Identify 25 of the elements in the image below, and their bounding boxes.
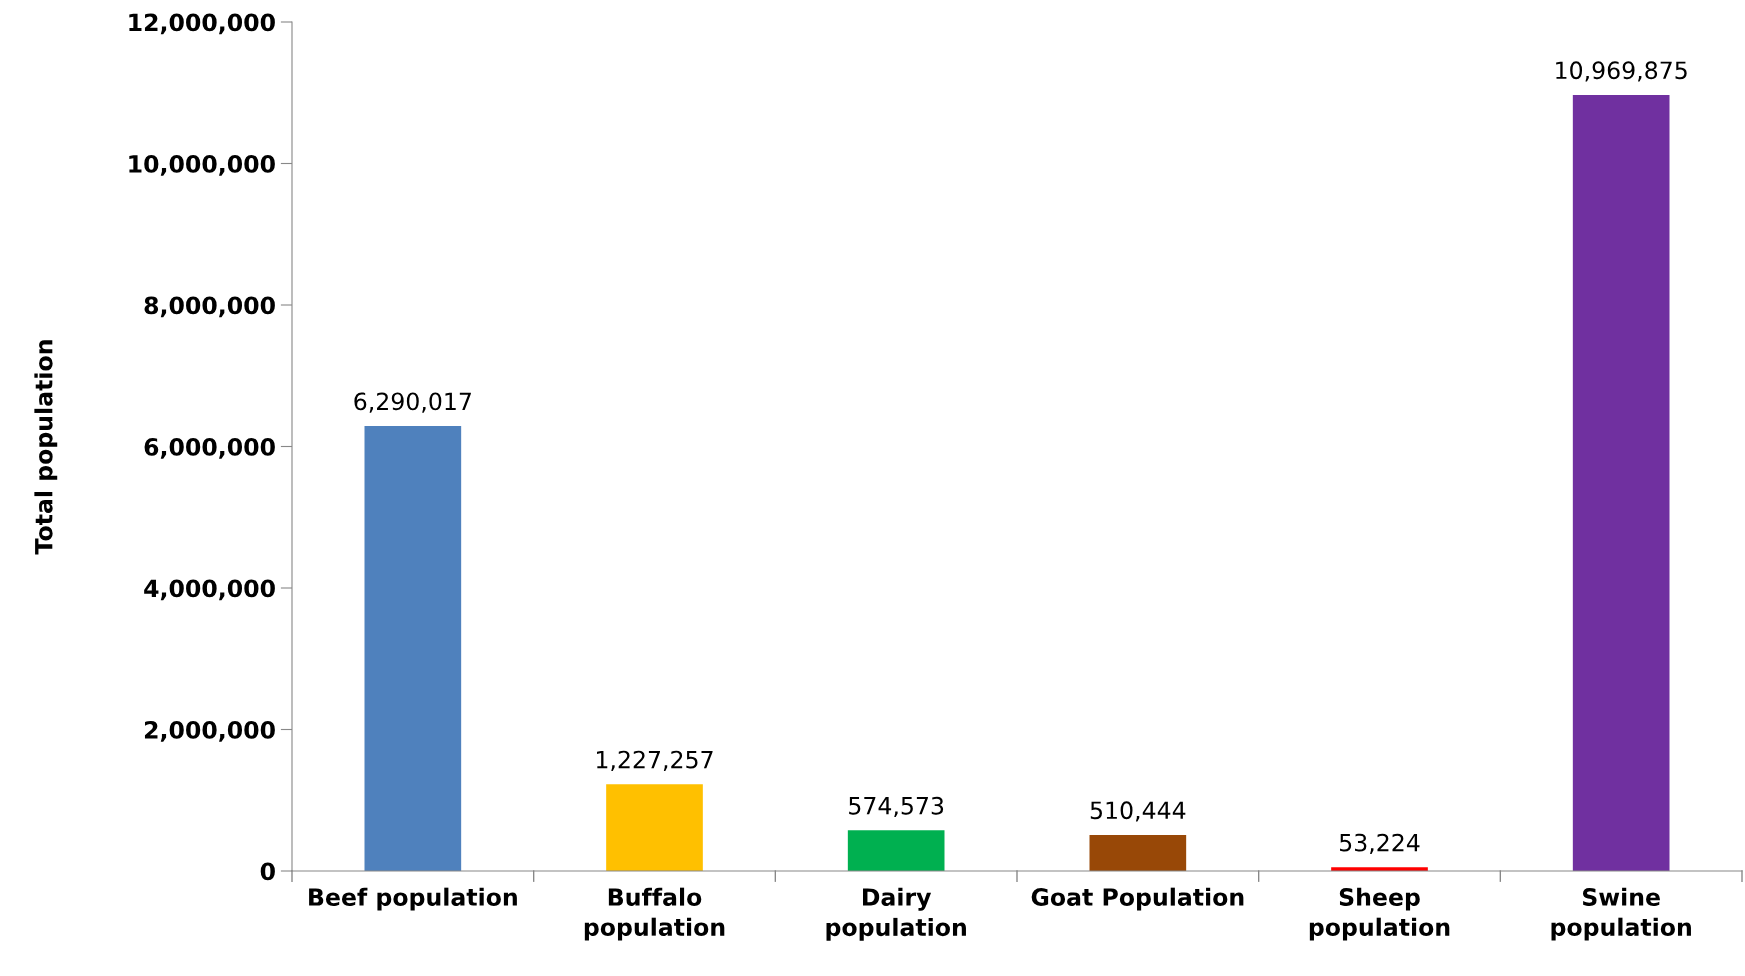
bar (1089, 834, 1187, 871)
bar (606, 784, 703, 871)
data-label: 10,969,875 (1556, 61, 1687, 82)
y-tick-label: 2,000,000 (144, 720, 275, 742)
y-tick-label: 0 (260, 862, 275, 881)
data-label: 574,573 (849, 796, 944, 818)
data-label: 1,227,257 (597, 750, 713, 771)
y-tick-label: 12,000,000 (129, 13, 275, 35)
y-tick-label: 10,000,000 (129, 154, 275, 176)
data-label: 510,444 (1090, 801, 1186, 822)
x-tick-label: Goat Population (1031, 887, 1244, 911)
x-tick-label: Dairy population (826, 887, 966, 941)
data-label: 6,290,017 (354, 392, 471, 413)
x-tick-label: Sheep population (1309, 887, 1450, 941)
bar (847, 830, 945, 871)
y-axis-title: Total population (34, 340, 58, 555)
y-tick-label: 4,000,000 (144, 579, 275, 601)
x-tick-label: Beef population (309, 887, 517, 911)
bar (364, 425, 462, 871)
x-tick-label: Buffalo population (584, 887, 725, 941)
bar (1572, 94, 1670, 871)
x-tick-label: Swine population (1551, 887, 1691, 941)
data-label: 53,224 (1340, 833, 1420, 854)
y-tick-label: 6,000,000 (144, 437, 275, 459)
y-tick-label: 8,000,000 (144, 296, 275, 318)
